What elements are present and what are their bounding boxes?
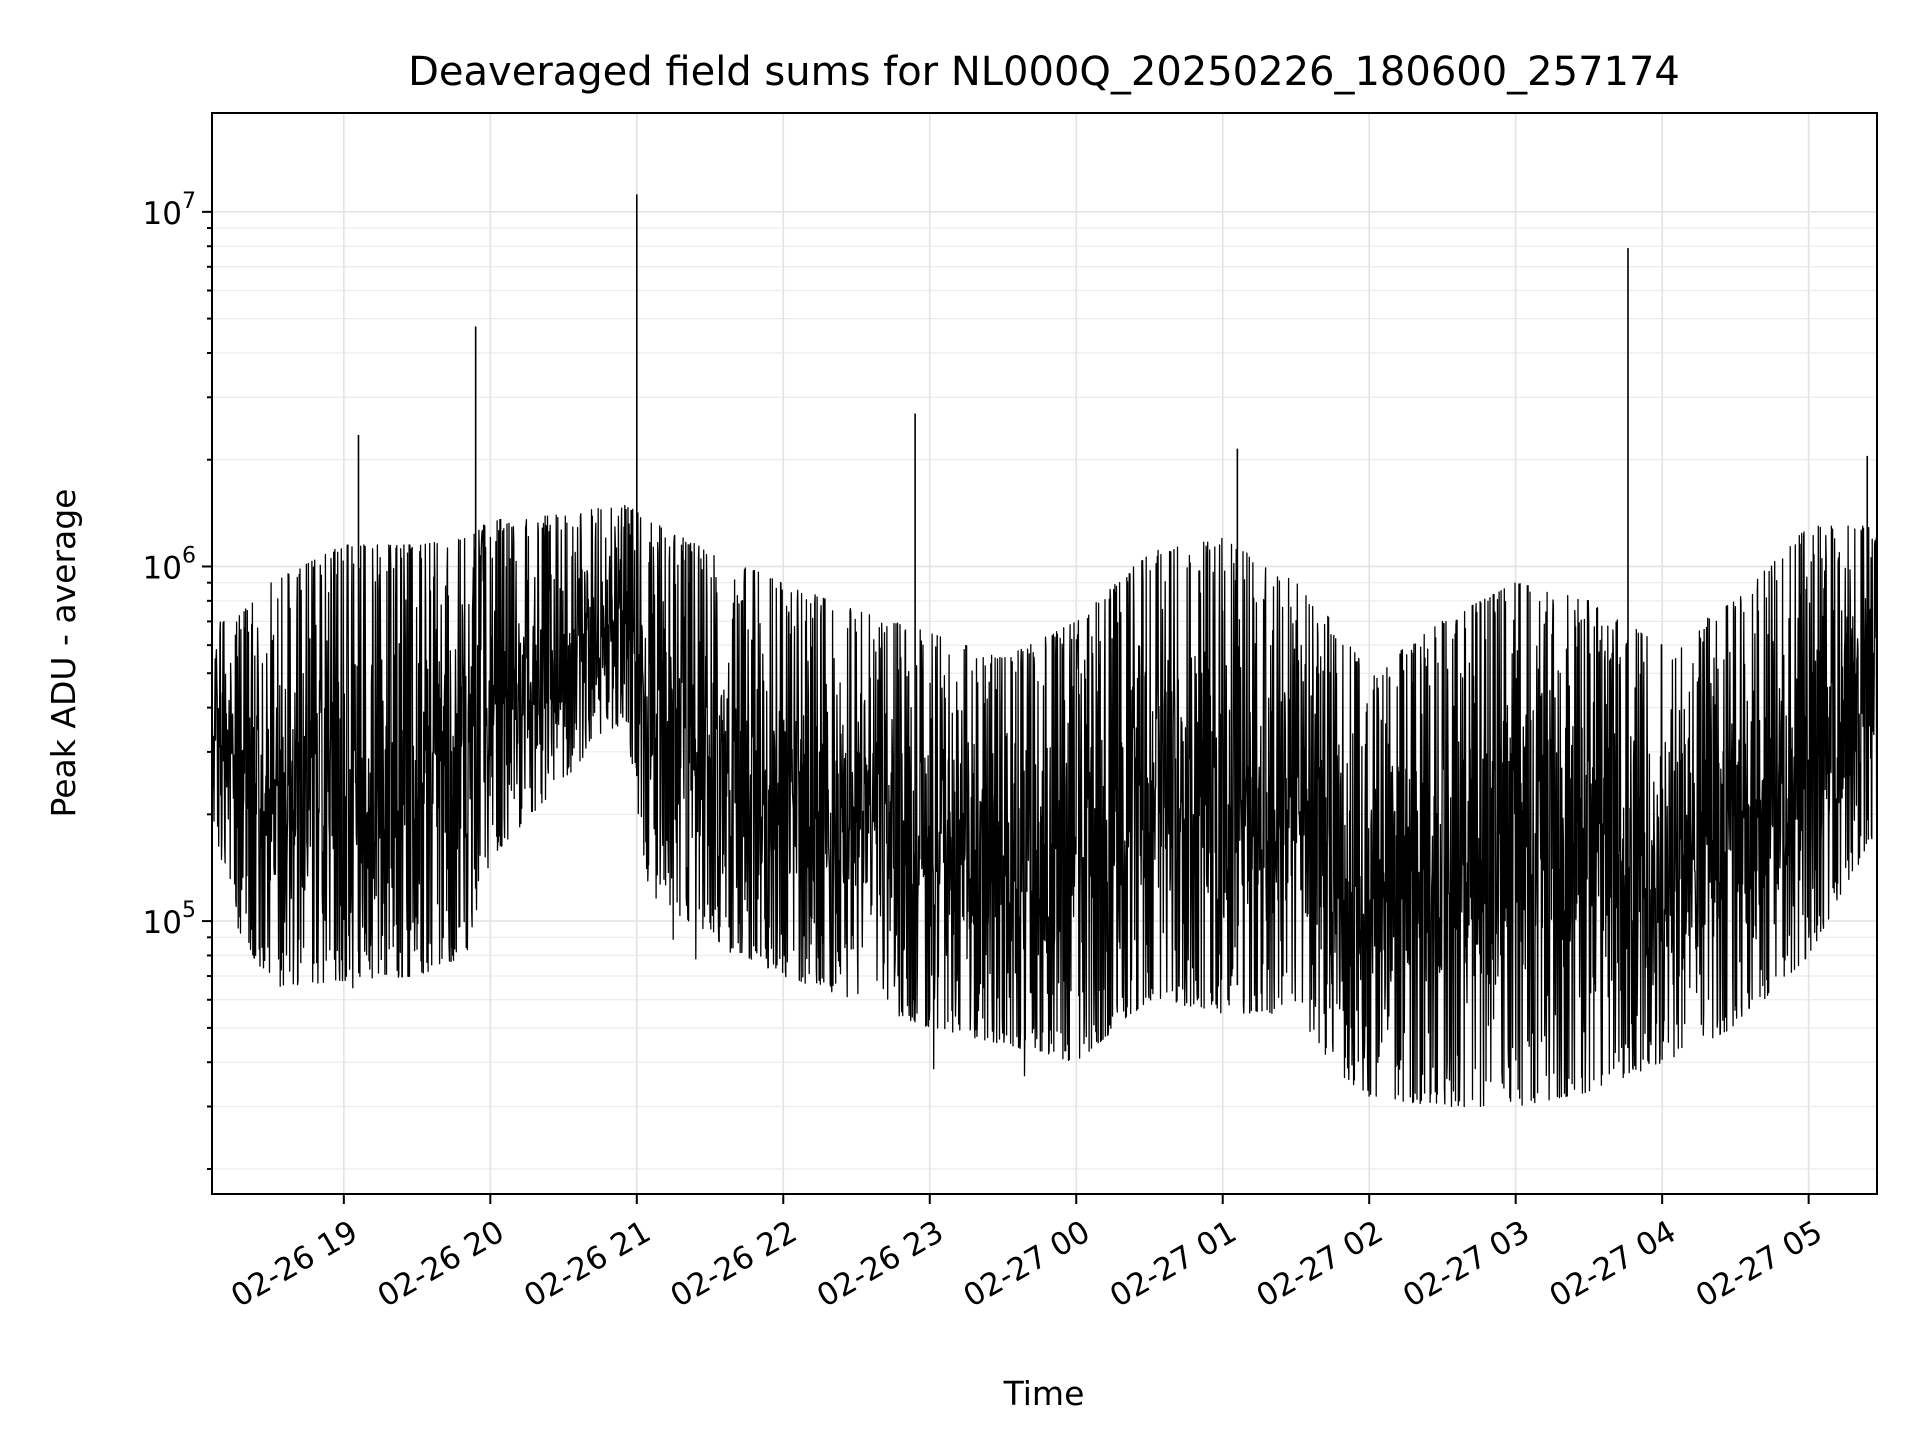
x-tick-label: 02-27 02	[1250, 1214, 1389, 1315]
series-line	[211, 504, 1878, 1108]
x-tick-label: 02-26 21	[518, 1214, 657, 1315]
y-tick-exponent: 7	[182, 189, 196, 214]
y-tick-label: 106	[143, 543, 196, 586]
x-tick-label: 02-27 03	[1397, 1214, 1536, 1315]
y-tick-base: 10	[143, 905, 182, 941]
x-tick-label: 02-27 01	[1104, 1214, 1243, 1315]
y-tick-exponent: 6	[182, 543, 196, 568]
x-tick-label: 02-26 22	[665, 1214, 804, 1315]
y-tick-label: 107	[143, 189, 196, 232]
y-axis-label: Peak ADU - average	[44, 489, 83, 818]
y-tick-exponent: 5	[182, 898, 196, 923]
x-axis: 02-26 19 02-26 20 02-26 21 02-26 22 02-26 23…	[225, 1194, 1829, 1315]
plot-frame	[211, 112, 1878, 1195]
y-tick-base: 10	[143, 196, 182, 232]
x-tick-label: 02-27 04	[1543, 1214, 1682, 1315]
y-tick-label: 105	[143, 898, 196, 941]
x-tick-label: 02-27 05	[1690, 1214, 1829, 1315]
x-tick-label: 02-26 19	[225, 1214, 364, 1315]
chart-title: Deaveraged field sums for NL000Q_2025022…	[408, 49, 1680, 95]
y-tick-base: 10	[143, 550, 182, 586]
x-tick-label: 02-26 23	[811, 1214, 950, 1315]
x-tick-label: 02-26 20	[372, 1214, 511, 1315]
x-axis-label: Time	[1003, 1374, 1085, 1413]
series-trace	[211, 194, 1878, 1108]
x-tick-label: 02-27 00	[958, 1214, 1097, 1315]
